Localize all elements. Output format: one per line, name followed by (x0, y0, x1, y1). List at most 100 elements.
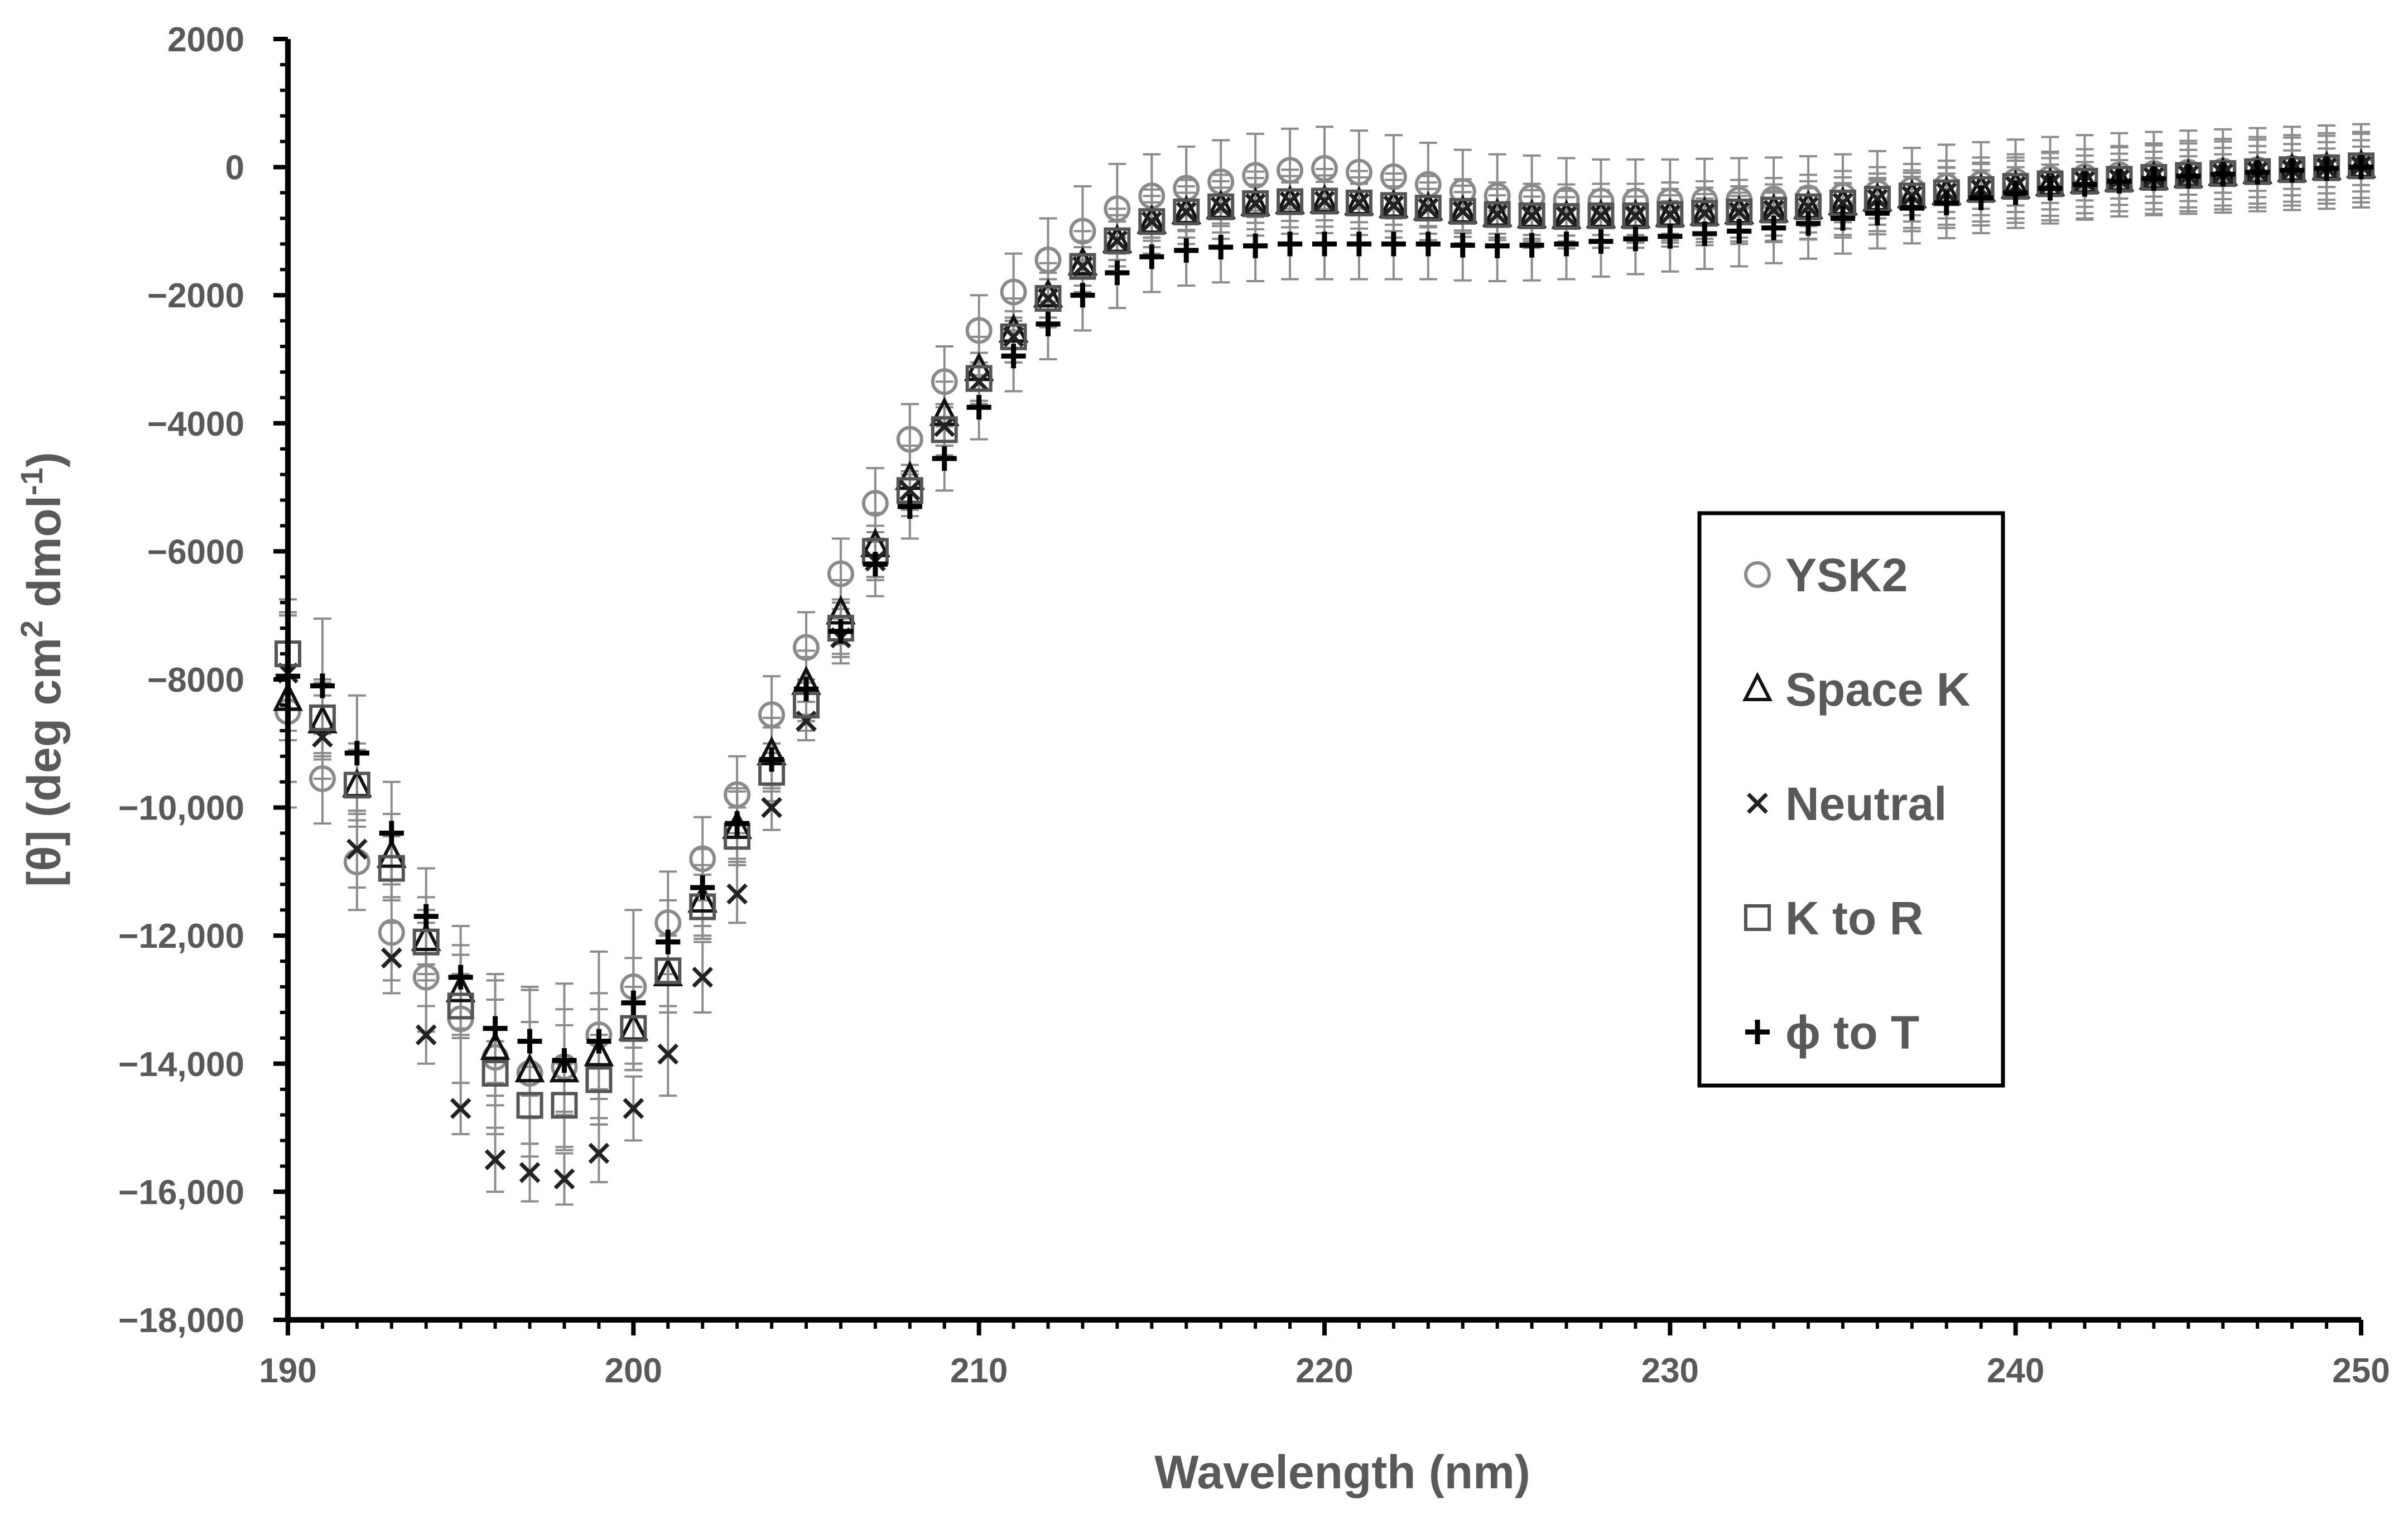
data-point-neutral (1314, 190, 1335, 212)
data-point-neutral (726, 883, 748, 905)
data-point-neutral (1555, 206, 1577, 227)
data-point-ysk2 (309, 765, 336, 792)
legend-label: Neutral (1785, 778, 1947, 830)
data-point-ysk2 (1518, 184, 1545, 211)
y-axis-title: [θ] (deg cm2 dmol-1) (14, 452, 70, 887)
y-tick-label: −12,000 (118, 917, 244, 956)
y-tick-label: −8000 (147, 661, 244, 700)
data-point-to-t (1174, 238, 1199, 263)
data-point-neutral (1176, 201, 1197, 223)
y-axis-title-sup: 2 (14, 620, 49, 638)
data-point-to-t (1001, 344, 1026, 369)
data-point-ysk2 (758, 701, 786, 729)
data-point-to-t (1554, 232, 1579, 257)
data-point-to-t (483, 1016, 508, 1041)
data-point-ysk2 (1069, 218, 1096, 245)
data-point-to-t (1865, 201, 1890, 226)
data-point-neutral (553, 1168, 575, 1190)
data-point-k-to-r (447, 992, 474, 1020)
legend-marker (1745, 1019, 1770, 1045)
y-tick-label: −4000 (147, 405, 244, 443)
data-point-neutral (1245, 193, 1266, 214)
data-point-ysk2 (1622, 187, 1649, 215)
data-point-k-to-r (481, 1060, 509, 1087)
data-point-k-to-r (1277, 188, 1304, 215)
data-point-neutral (346, 838, 368, 860)
data-point-to-t (413, 904, 439, 929)
data-point-to-t (828, 619, 853, 644)
x-tick-label: 240 (1987, 1352, 2044, 1390)
data-point-neutral (1106, 230, 1128, 252)
data-point-ysk2 (412, 963, 440, 991)
data-point-neutral (692, 966, 714, 988)
data-point-neutral (968, 371, 990, 393)
data-point-ysk2 (1000, 278, 1027, 306)
data-markers (273, 148, 2376, 1190)
data-point-neutral (1625, 205, 1646, 226)
y-tick-label: 2000 (167, 21, 244, 59)
data-point-neutral (415, 1024, 437, 1045)
data-point-neutral (1072, 255, 1094, 277)
data-point-neutral (519, 1162, 541, 1183)
legend-marker (1742, 672, 1773, 701)
data-point-ysk2 (689, 845, 716, 872)
y-tick-label: −16,000 (118, 1173, 244, 1212)
y-tick-label: −14,000 (118, 1045, 244, 1084)
legend-marker (1744, 561, 1771, 588)
data-point-to-t (310, 673, 335, 698)
data-point-to-t (1312, 232, 1337, 257)
data-point-to-t (1519, 233, 1544, 258)
x-tick-label: 230 (1641, 1352, 1699, 1390)
data-point-k-to-r (1207, 193, 1235, 220)
data-point-neutral (381, 947, 402, 969)
data-point-ysk2 (1104, 195, 1131, 223)
data-point-to-t (448, 964, 473, 990)
data-point-to-t (1415, 232, 1441, 257)
data-point-neutral (1798, 196, 1819, 218)
data-point-to-t (932, 446, 957, 471)
legend-label: ϕ to T (1785, 1006, 1919, 1059)
data-point-to-t (2107, 168, 2132, 194)
data-point-neutral (933, 416, 955, 437)
data-point-k-to-r (309, 704, 336, 731)
data-point-to-t (1381, 232, 1406, 257)
data-point-ysk2 (1345, 158, 1372, 186)
data-point-to-t (2348, 155, 2374, 180)
data-point-neutral (1383, 195, 1404, 216)
x-axis-title: Wavelength (nm) (1154, 1446, 1530, 1498)
data-point-to-t (966, 395, 991, 420)
data-point-neutral (899, 480, 921, 501)
data-point-k-to-r (1138, 208, 1166, 235)
data-point-space-k (687, 883, 718, 913)
data-point-k-to-r (931, 416, 958, 443)
data-point-to-t (2072, 172, 2097, 197)
data-point-neutral (1141, 211, 1163, 233)
data-point-space-k (307, 704, 338, 734)
data-point-ysk2 (1311, 155, 1338, 182)
data-point-neutral (1832, 192, 1853, 214)
data-point-ysk2 (861, 490, 889, 517)
data-point-neutral (796, 710, 817, 732)
data-point-space-k (411, 922, 441, 951)
data-point-k-to-r (1311, 187, 1338, 215)
y-axis-title-part: [θ] (deg cm (18, 638, 70, 887)
axis-ticks: 2000 0 −2000 −4000 −6000 −8000 −10,000 −12,000 −… (118, 21, 2390, 1390)
y-axis-title-sup: -1 (14, 467, 49, 495)
data-point-to-t (2176, 163, 2201, 189)
data-point-to-t (1485, 233, 1510, 258)
y-axis-title-part: ) (18, 452, 70, 467)
legend-label: K to R (1785, 892, 1923, 944)
data-point-k-to-r (343, 771, 370, 799)
data-point-to-t (1899, 196, 1924, 221)
y-axis-title-part: dmol (18, 495, 70, 620)
data-point-ysk2 (1553, 186, 1580, 214)
legend-marker (1747, 793, 1768, 814)
x-tick-label: 220 (1295, 1352, 1353, 1390)
y-tick-label: −2000 (147, 277, 244, 315)
data-point-to-t (1070, 283, 1095, 308)
data-point-k-to-r (1587, 202, 1615, 229)
data-point-neutral (1521, 205, 1543, 226)
data-point-ysk2 (896, 426, 923, 453)
data-point-neutral (484, 1149, 506, 1170)
